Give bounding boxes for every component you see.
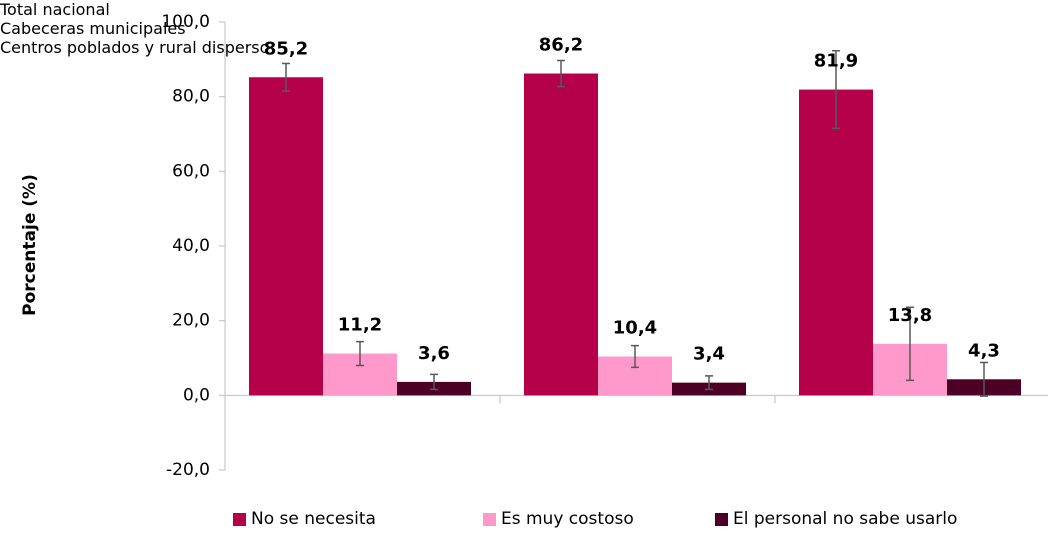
error-bar xyxy=(832,49,840,130)
error-bar xyxy=(631,344,639,369)
x-tick-label: Cabeceras municipales xyxy=(0,19,186,38)
legend-item: Es muy costoso xyxy=(483,509,634,529)
data-label: 10,4 xyxy=(613,318,657,339)
error-bar xyxy=(705,375,713,391)
data-label: 86,2 xyxy=(539,35,583,56)
legend-swatch xyxy=(483,512,496,526)
y-tick-label: 40,0 xyxy=(172,236,210,256)
error-bar xyxy=(557,59,565,88)
bar xyxy=(249,77,323,396)
data-label: 3,4 xyxy=(693,344,725,365)
legend: No se necesita Es muy costoso El personal … xyxy=(0,509,1048,535)
data-label: 3,6 xyxy=(418,343,450,364)
data-label: 85,2 xyxy=(264,38,308,59)
y-tick-label: 60,0 xyxy=(172,161,210,181)
data-label: 13,8 xyxy=(888,305,932,326)
legend-swatch xyxy=(233,512,246,526)
bar xyxy=(524,73,598,396)
y-tick-label: -20,0 xyxy=(166,460,210,480)
y-tick-label: 20,0 xyxy=(172,311,210,331)
legend-label: El personal no sabe usarlo xyxy=(733,509,958,529)
legend-item: El personal no sabe usarlo xyxy=(715,509,957,529)
data-label: 81,9 xyxy=(814,51,858,72)
error-bar xyxy=(906,306,914,382)
legend-label: No se necesita xyxy=(251,509,376,529)
error-bar xyxy=(430,373,438,391)
bar xyxy=(799,89,873,396)
data-label: 11,2 xyxy=(338,315,382,336)
y-tick-label: 0,0 xyxy=(183,385,210,405)
error-bar xyxy=(356,340,364,367)
x-tick-label: Centros poblados y rural disperso xyxy=(0,38,270,57)
error-bar xyxy=(282,62,290,92)
y-tick-label: 100,0 xyxy=(161,12,210,32)
data-label: 4,3 xyxy=(968,340,1000,361)
y-tick-label: 80,0 xyxy=(172,87,210,107)
legend-swatch xyxy=(715,512,728,526)
legend-item: No se necesita xyxy=(233,509,376,529)
x-tick-label: Total nacional xyxy=(0,0,110,19)
error-bar xyxy=(980,361,988,397)
y-axis-label: Porcentaje (%) xyxy=(20,174,40,316)
legend-label: Es muy costoso xyxy=(501,509,634,529)
